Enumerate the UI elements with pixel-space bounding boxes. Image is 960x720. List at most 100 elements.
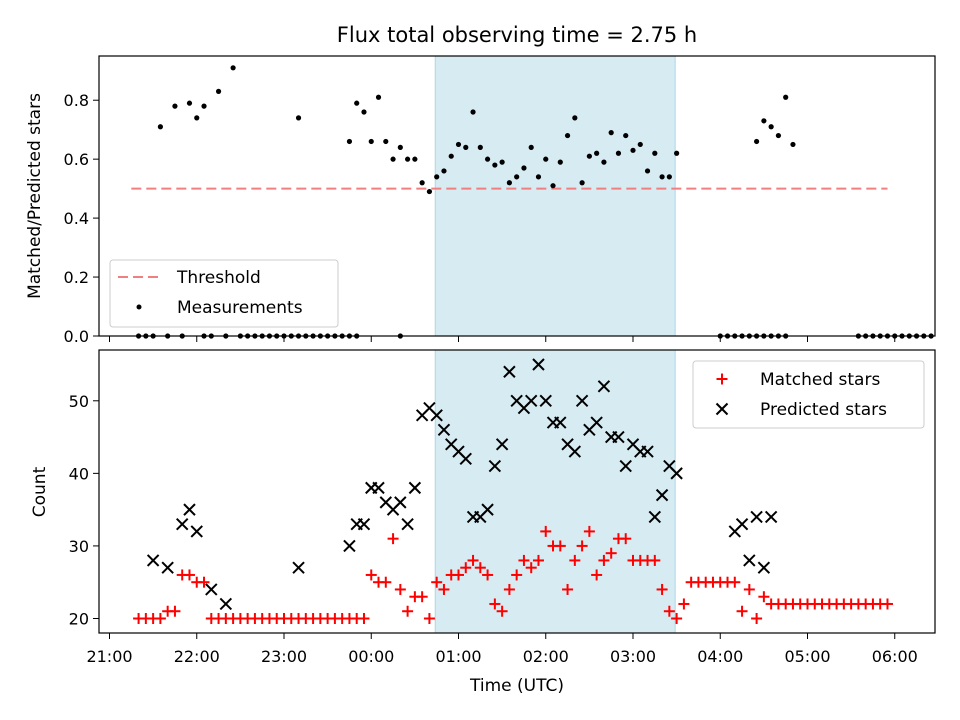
predicted-star-point (401, 517, 414, 531)
measurement-point (644, 168, 651, 174)
predicted-marker-b (146, 554, 160, 567)
matched-star-point (358, 612, 370, 624)
measurement-point (405, 156, 411, 162)
x-tick-label: 05:00 (784, 647, 830, 666)
measurement-point (186, 100, 193, 106)
legend-measurements-label: Measurements (177, 298, 303, 318)
measurement-point (448, 153, 454, 159)
matched-star-point (453, 569, 464, 581)
predicted-star-point (568, 445, 582, 458)
bottom-y-axis-label: Count (30, 466, 50, 517)
measurement-point (754, 138, 760, 145)
measurement-point (608, 130, 614, 136)
measurement-point (157, 124, 163, 130)
matched-star-point (380, 576, 392, 588)
matched-star-point (583, 525, 595, 537)
bottom-highlight-span (434, 349, 676, 634)
measurement-point (594, 150, 600, 156)
top-y-tick-label: 0.6 (64, 150, 89, 169)
predicted-marker-b (161, 561, 174, 574)
matched-star-point (431, 576, 443, 588)
matched-star-point (671, 612, 683, 624)
predicted-marker-b (205, 583, 218, 596)
predicted-marker-b (183, 503, 196, 516)
matched-star-point (416, 591, 428, 603)
matched-star-point (605, 547, 617, 559)
predicted-marker-b (176, 517, 189, 531)
matched-star-point (423, 612, 435, 624)
measurement-point (390, 156, 396, 162)
predicted-star-point (612, 430, 625, 444)
predicted-marker-b (648, 510, 662, 524)
bottom-y-tick-label: 50 (69, 392, 89, 411)
legend-matched-label: Matched stars (760, 370, 880, 390)
predicted-star-point (539, 394, 552, 408)
matched-star-point (394, 583, 406, 595)
predicted-marker-b (401, 517, 414, 531)
predicted-marker-b (597, 380, 611, 393)
predicted-star-point (176, 517, 189, 531)
top-y-tick-label: 0.2 (64, 268, 89, 287)
predicted-marker-b (430, 409, 443, 422)
predicted-marker-b (561, 438, 574, 451)
top-y-tick-label: 0.4 (64, 209, 89, 228)
predicted-marker-b (437, 423, 451, 437)
bottom-legend: Matched stars Predicted stars (692, 360, 925, 429)
predicted-star-point (757, 561, 771, 574)
matched-star-point (365, 569, 377, 581)
predicted-marker-b (743, 554, 756, 567)
measurement-point (761, 118, 767, 124)
matched-star-point (751, 612, 763, 624)
predicted-marker-b (292, 561, 305, 574)
measurement-point (579, 180, 585, 186)
predicted-star-point (495, 438, 509, 451)
predicted-marker-b (655, 488, 669, 502)
predicted-marker-b (452, 445, 465, 458)
legend-predicted-swatch (715, 402, 729, 416)
predicted-star-point (437, 423, 451, 437)
measurement-point (375, 94, 382, 100)
x-tick-label: 03:00 (610, 647, 656, 666)
matched-star-point (598, 554, 610, 566)
predicted-star-point (161, 561, 174, 574)
measurement-point (783, 94, 789, 100)
predicted-star-point (292, 561, 305, 574)
measurement-point (564, 132, 571, 139)
predicted-star-point (205, 583, 218, 596)
predicted-star-point (648, 510, 662, 524)
matched-star-point (402, 605, 414, 617)
matched-star-point (562, 583, 574, 595)
matched-star-point (881, 598, 893, 610)
predicted-star-point (750, 510, 763, 524)
predicted-marker-b (641, 445, 654, 458)
x-tick-label: 01:00 (435, 647, 481, 666)
top-x-ticks (109, 336, 896, 342)
predicted-star-point (532, 358, 545, 371)
matched-star-point (663, 605, 675, 617)
predicted-marker-b (619, 459, 632, 473)
matched-star-point (569, 554, 581, 566)
predicted-marker-b (525, 394, 538, 408)
matched-star-point (591, 569, 603, 581)
predicted-star-point (372, 481, 385, 495)
measurement-point (572, 115, 578, 121)
predicted-marker-b (481, 503, 494, 516)
predicted-star-point (670, 467, 683, 480)
legend-threshold-label: Threshold (176, 268, 261, 288)
matched-star-point (154, 612, 166, 624)
predicted-marker-b (626, 438, 640, 451)
matched-star-point (576, 540, 588, 552)
matched-star-point (503, 583, 515, 595)
measurement-point (172, 103, 178, 109)
predicted-star-point (219, 597, 233, 611)
x-tick-label: 22:00 (174, 647, 220, 666)
predicted-star-point (146, 554, 160, 567)
top-highlight-span (434, 55, 676, 337)
measurement-point (426, 188, 433, 195)
predicted-star-point (183, 503, 196, 516)
matched-star-point (474, 562, 486, 574)
measurement-point (441, 168, 447, 174)
matched-star-point (387, 533, 399, 545)
matched-star-point (496, 605, 508, 617)
